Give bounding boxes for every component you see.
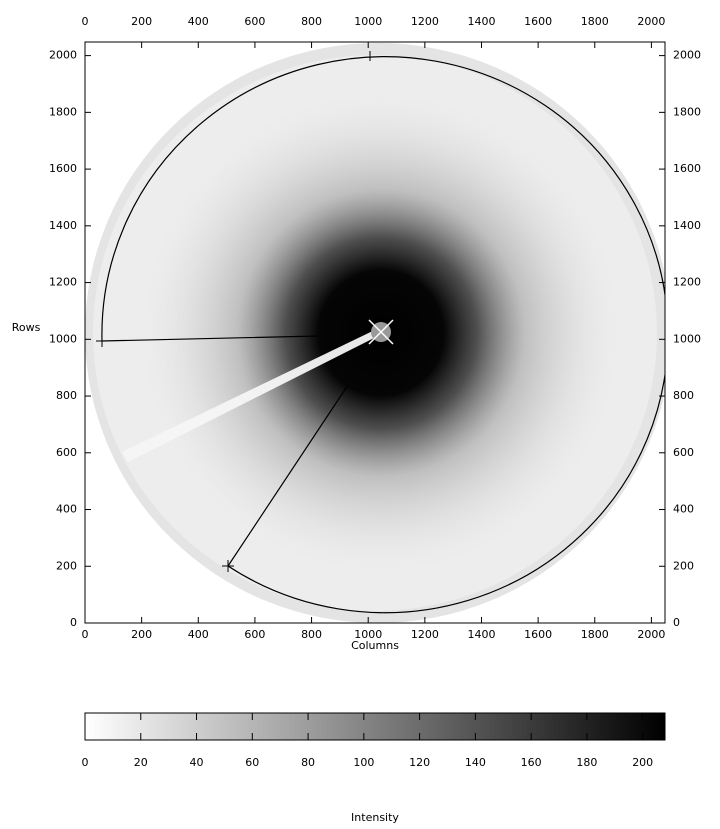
x-tick-label-top: 2000 bbox=[637, 15, 665, 28]
y-tick-label-right: 400 bbox=[673, 503, 694, 516]
y-tick-label: 600 bbox=[56, 446, 77, 459]
y-tick-label-right: 1000 bbox=[673, 332, 701, 345]
y-tick-label: 400 bbox=[56, 503, 77, 516]
colorbar-tick-label: 60 bbox=[245, 756, 259, 769]
y-axis-label: Rows bbox=[12, 321, 41, 334]
y-tick-label-right: 1200 bbox=[673, 276, 701, 289]
x-tick-label: 1800 bbox=[581, 628, 609, 641]
y-tick-label: 0 bbox=[70, 616, 77, 629]
x-tick-label: 0 bbox=[82, 628, 89, 641]
y-tick-label: 1600 bbox=[49, 162, 77, 175]
colorbar-tick-label: 180 bbox=[576, 756, 597, 769]
y-tick-label-right: 800 bbox=[673, 389, 694, 402]
colorbar-tick-label: 0 bbox=[82, 756, 89, 769]
y-tick-label-right: 2000 bbox=[673, 49, 701, 62]
x-tick-label-top: 0 bbox=[82, 15, 89, 28]
colorbar-tick-label: 120 bbox=[409, 756, 430, 769]
y-tick-label-right: 1800 bbox=[673, 105, 701, 118]
colorbar-tick-label: 100 bbox=[353, 756, 374, 769]
x-tick-label: 2000 bbox=[637, 628, 665, 641]
y-tick-label-right: 1600 bbox=[673, 162, 701, 175]
y-tick-label-right: 200 bbox=[673, 559, 694, 572]
y-tick-label-right: 600 bbox=[673, 446, 694, 459]
colorbar-tick-label: 200 bbox=[632, 756, 653, 769]
chart: Rows Columns Intensity 00200200400400600… bbox=[0, 0, 720, 825]
y-tick-label: 1000 bbox=[49, 332, 77, 345]
colorbar bbox=[85, 713, 665, 740]
x-tick-label-top: 1400 bbox=[467, 15, 495, 28]
y-tick-label: 1800 bbox=[49, 105, 77, 118]
y-tick-label: 1200 bbox=[49, 276, 77, 289]
detector-image bbox=[85, 42, 671, 623]
x-tick-label-top: 800 bbox=[301, 15, 322, 28]
colorbar-tick-label: 80 bbox=[301, 756, 315, 769]
x-tick-label: 800 bbox=[301, 628, 322, 641]
colorbar-tick-label: 160 bbox=[521, 756, 542, 769]
x-tick-label: 1200 bbox=[411, 628, 439, 641]
x-tick-label-top: 400 bbox=[188, 15, 209, 28]
y-tick-label-right: 0 bbox=[673, 616, 680, 629]
y-tick-label-right: 1400 bbox=[673, 219, 701, 232]
x-tick-label: 200 bbox=[131, 628, 152, 641]
colorbar-tick-label: 20 bbox=[134, 756, 148, 769]
x-tick-label: 600 bbox=[244, 628, 265, 641]
x-tick-label: 1400 bbox=[467, 628, 495, 641]
colorbar-tick-label: 140 bbox=[465, 756, 486, 769]
x-tick-label-top: 1000 bbox=[354, 15, 382, 28]
x-tick-label-top: 600 bbox=[244, 15, 265, 28]
y-tick-label: 800 bbox=[56, 389, 77, 402]
x-tick-label-top: 200 bbox=[131, 15, 152, 28]
x-tick-label: 1600 bbox=[524, 628, 552, 641]
x-tick-label-top: 1800 bbox=[581, 15, 609, 28]
x-tick-label: 1000 bbox=[354, 628, 382, 641]
colorbar-tick-label: 40 bbox=[190, 756, 204, 769]
x-tick-label: 400 bbox=[188, 628, 209, 641]
y-tick-label: 1400 bbox=[49, 219, 77, 232]
x-tick-label-top: 1200 bbox=[411, 15, 439, 28]
x-tick-label-top: 1600 bbox=[524, 15, 552, 28]
y-tick-label: 200 bbox=[56, 559, 77, 572]
colorbar-label: Intensity bbox=[351, 811, 399, 824]
y-tick-label: 2000 bbox=[49, 49, 77, 62]
